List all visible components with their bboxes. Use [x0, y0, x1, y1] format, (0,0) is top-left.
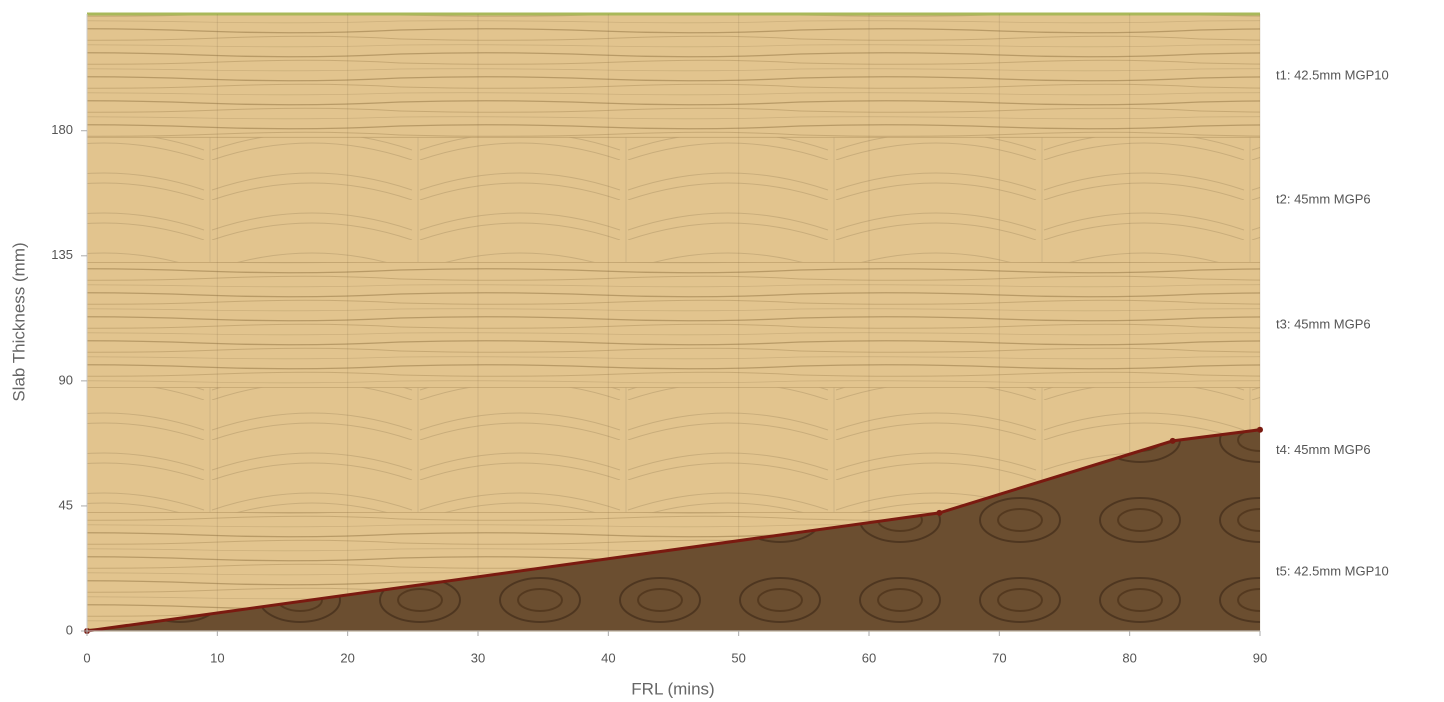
char-point [1257, 427, 1263, 433]
x-tick-label: 40 [601, 650, 615, 665]
layer-label: t2: 45mm MGP6 [1276, 192, 1371, 207]
layer-label: t1: 42.5mm MGP10 [1276, 67, 1389, 82]
x-tick-label: 60 [862, 650, 876, 665]
char-point [936, 510, 942, 516]
layer-band [87, 14, 1260, 138]
y-tick-label: 45 [59, 497, 73, 512]
x-tick-label: 0 [83, 650, 90, 665]
y-tick-label: 135 [51, 247, 73, 262]
chart: FRL (mins) Slab Thickness (mm) t1: 42.5m… [0, 0, 1444, 702]
x-tick-label: 80 [1122, 650, 1136, 665]
char-point [1170, 438, 1176, 444]
layer-label: t5: 42.5mm MGP10 [1276, 563, 1389, 578]
layer-band [87, 263, 1260, 388]
y-axis-title: Slab Thickness (mm) [9, 242, 28, 401]
x-tick-label: 10 [210, 650, 224, 665]
x-tick-label: 30 [471, 650, 485, 665]
y-tick-label: 90 [59, 372, 73, 387]
x-axis-title: FRL (mins) [631, 679, 714, 698]
x-tick-label: 50 [731, 650, 745, 665]
x-tick-label: 20 [340, 650, 354, 665]
layer-label: t4: 45mm MGP6 [1276, 442, 1371, 457]
x-tick-label: 70 [992, 650, 1006, 665]
layer-band [87, 138, 1260, 263]
y-tick-label: 0 [66, 622, 73, 637]
x-tick-label: 90 [1253, 650, 1267, 665]
layer-label: t3: 45mm MGP6 [1276, 317, 1371, 332]
y-tick-label: 180 [51, 122, 73, 137]
